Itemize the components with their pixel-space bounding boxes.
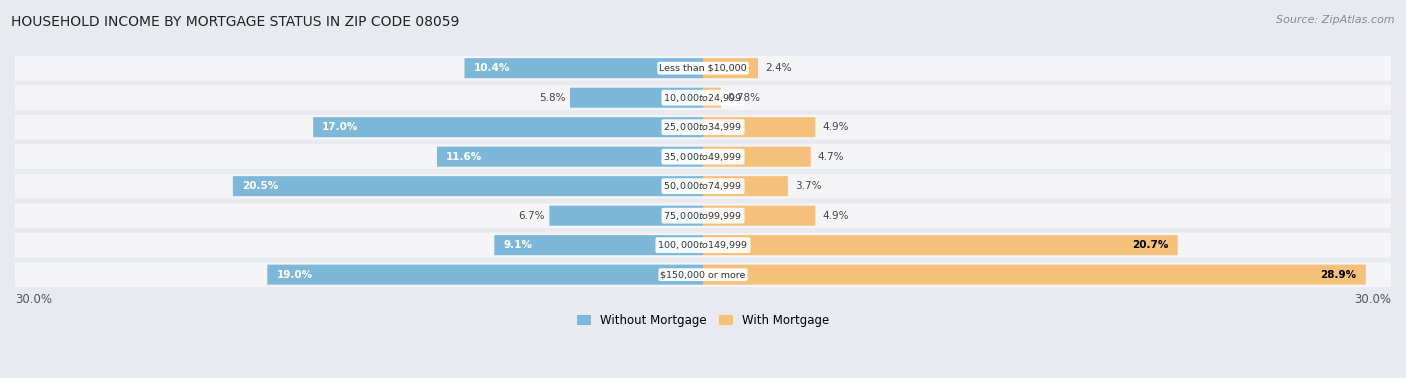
Text: 3.7%: 3.7% xyxy=(794,181,821,191)
Text: 4.7%: 4.7% xyxy=(818,152,844,162)
Text: 5.8%: 5.8% xyxy=(538,93,565,103)
FancyBboxPatch shape xyxy=(703,58,758,78)
FancyBboxPatch shape xyxy=(15,233,1391,257)
FancyBboxPatch shape xyxy=(703,206,815,226)
FancyBboxPatch shape xyxy=(15,262,1391,287)
Text: 10.4%: 10.4% xyxy=(474,63,510,73)
Text: 28.9%: 28.9% xyxy=(1320,270,1357,280)
Text: 17.0%: 17.0% xyxy=(322,122,359,132)
Text: 2.4%: 2.4% xyxy=(765,63,792,73)
FancyBboxPatch shape xyxy=(15,115,1391,139)
Text: 6.7%: 6.7% xyxy=(519,211,544,221)
Text: 30.0%: 30.0% xyxy=(15,293,52,306)
Text: 9.1%: 9.1% xyxy=(503,240,533,250)
FancyBboxPatch shape xyxy=(437,147,703,167)
FancyBboxPatch shape xyxy=(15,174,1391,198)
FancyBboxPatch shape xyxy=(703,265,1365,285)
FancyBboxPatch shape xyxy=(703,117,815,137)
FancyBboxPatch shape xyxy=(314,117,703,137)
Text: $10,000 to $24,999: $10,000 to $24,999 xyxy=(664,92,742,104)
Text: $50,000 to $74,999: $50,000 to $74,999 xyxy=(664,180,742,192)
FancyBboxPatch shape xyxy=(15,203,1391,228)
FancyBboxPatch shape xyxy=(15,56,1391,81)
Text: 4.9%: 4.9% xyxy=(823,122,849,132)
FancyBboxPatch shape xyxy=(15,85,1391,110)
Text: 0.78%: 0.78% xyxy=(728,93,761,103)
FancyBboxPatch shape xyxy=(550,206,703,226)
Text: $75,000 to $99,999: $75,000 to $99,999 xyxy=(664,210,742,222)
FancyBboxPatch shape xyxy=(267,265,703,285)
Text: HOUSEHOLD INCOME BY MORTGAGE STATUS IN ZIP CODE 08059: HOUSEHOLD INCOME BY MORTGAGE STATUS IN Z… xyxy=(11,15,460,29)
Text: $150,000 or more: $150,000 or more xyxy=(661,270,745,279)
FancyBboxPatch shape xyxy=(703,88,721,108)
Text: $25,000 to $34,999: $25,000 to $34,999 xyxy=(664,121,742,133)
Text: 11.6%: 11.6% xyxy=(446,152,482,162)
Text: Less than $10,000: Less than $10,000 xyxy=(659,64,747,73)
FancyBboxPatch shape xyxy=(233,176,703,196)
Text: 4.9%: 4.9% xyxy=(823,211,849,221)
Text: 20.5%: 20.5% xyxy=(242,181,278,191)
Text: $100,000 to $149,999: $100,000 to $149,999 xyxy=(658,239,748,251)
Text: $35,000 to $49,999: $35,000 to $49,999 xyxy=(664,151,742,163)
FancyBboxPatch shape xyxy=(495,235,703,255)
Text: Source: ZipAtlas.com: Source: ZipAtlas.com xyxy=(1277,15,1395,25)
FancyBboxPatch shape xyxy=(703,147,811,167)
FancyBboxPatch shape xyxy=(464,58,703,78)
Text: 19.0%: 19.0% xyxy=(277,270,312,280)
FancyBboxPatch shape xyxy=(703,235,1178,255)
FancyBboxPatch shape xyxy=(569,88,703,108)
Legend: Without Mortgage, With Mortgage: Without Mortgage, With Mortgage xyxy=(572,310,834,332)
Text: 20.7%: 20.7% xyxy=(1132,240,1168,250)
Text: 30.0%: 30.0% xyxy=(1354,293,1391,306)
FancyBboxPatch shape xyxy=(703,176,787,196)
FancyBboxPatch shape xyxy=(15,144,1391,169)
